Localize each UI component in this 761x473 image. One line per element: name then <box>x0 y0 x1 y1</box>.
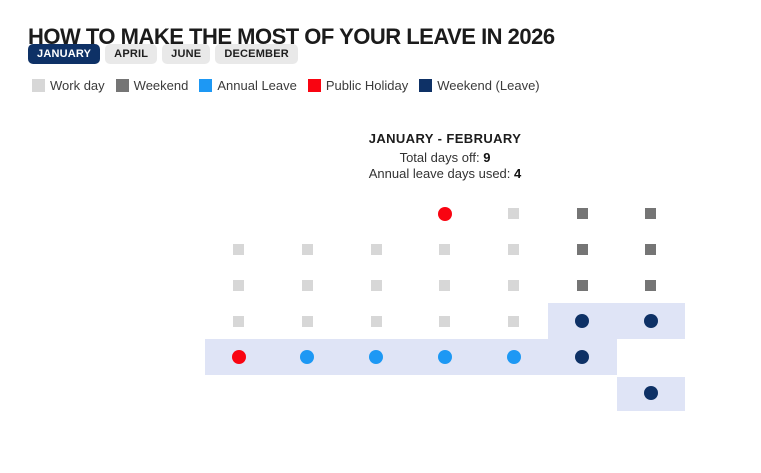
work-marker-icon <box>439 315 451 327</box>
legend-label: Annual Leave <box>217 78 297 93</box>
month-tabs: JANUARY APRIL JUNE DECEMBER <box>28 44 298 64</box>
calendar-day-public-holiday <box>205 339 274 375</box>
annual-leave-used: Annual leave days used: 4 <box>245 166 645 182</box>
period-summary: JANUARY - FEBRUARY Total days off: 9 Ann… <box>245 131 645 182</box>
calendar-day-work <box>273 268 342 304</box>
calendar-day-weekend-leave <box>617 303 686 339</box>
weekend-leave-swatch-icon <box>419 79 433 92</box>
calendar-day-work <box>342 303 411 339</box>
calendar-day-weekend <box>548 268 617 304</box>
legend-item-weekend: Weekend <box>115 78 189 93</box>
legend-label: Weekend <box>133 78 189 93</box>
total-days-off-value: 9 <box>483 150 491 165</box>
work-marker-icon <box>508 244 519 256</box>
total-days-off-label: Total days off: <box>399 150 480 165</box>
annual-leave-marker-icon <box>369 350 384 365</box>
work-marker-icon <box>301 279 313 291</box>
public-holiday-marker-icon <box>437 206 452 221</box>
calendar-day-work <box>479 232 548 268</box>
weekend-marker-icon <box>576 244 588 256</box>
calendar-day-annual-leave <box>273 339 342 375</box>
calendar-day-work <box>342 268 411 304</box>
calendar-day-weekend-leave <box>617 375 686 411</box>
weekend-marker-icon <box>645 244 657 256</box>
legend-label: Work day <box>50 78 105 93</box>
work-marker-icon <box>439 244 451 256</box>
weekend-marker-icon <box>576 279 588 291</box>
weekend-marker-icon <box>576 208 588 220</box>
weekend-leave-marker-icon <box>643 385 658 400</box>
tab-april[interactable]: APRIL <box>105 44 158 64</box>
calendar-day-weekend <box>548 232 617 268</box>
weekend-swatch-icon <box>115 79 129 92</box>
weekend-leave-marker-icon <box>643 314 658 329</box>
calendar-day-work <box>479 268 548 304</box>
work-marker-icon <box>233 279 245 291</box>
calendar-day-work <box>411 303 480 339</box>
calendar-day-work <box>411 268 480 304</box>
work-marker-icon <box>370 279 382 291</box>
calendar-day-weekend <box>548 196 617 232</box>
calendar-day-annual-leave <box>342 339 411 375</box>
legend-label: Public Holiday <box>325 78 409 93</box>
legend-item-public-holiday: Public Holiday <box>307 78 409 93</box>
public-holiday-marker-icon <box>231 350 246 365</box>
calendar-day-work <box>342 232 411 268</box>
calendar-day-work <box>273 303 342 339</box>
work-marker-icon <box>301 315 313 327</box>
period-range: JANUARY - FEBRUARY <box>368 131 522 146</box>
calendar-day-work <box>205 303 274 339</box>
work-marker-icon <box>439 279 451 291</box>
work-marker-icon <box>508 279 519 291</box>
public-holiday-swatch-icon <box>307 79 321 92</box>
annual-leave-used-value: 4 <box>514 166 522 181</box>
work-marker-icon <box>233 315 245 327</box>
annual-leave-marker-icon <box>437 350 452 365</box>
tab-june[interactable]: JUNE <box>162 44 211 64</box>
work-day-swatch-icon <box>32 79 45 92</box>
legend-item-annual-leave: Annual Leave <box>199 78 297 93</box>
annual-leave-marker-icon <box>300 350 315 365</box>
annual-leave-swatch-icon <box>199 79 213 92</box>
work-marker-icon <box>508 315 519 327</box>
weekend-leave-marker-icon <box>575 350 590 365</box>
calendar-day-weekend-leave <box>548 339 617 375</box>
calendar-day-work <box>205 232 274 268</box>
calendar-day-work <box>479 303 548 339</box>
calendar-day-work <box>479 196 548 232</box>
calendar-day-annual-leave <box>411 339 480 375</box>
calendar-day-weekend-leave <box>548 303 617 339</box>
calendar-day-annual-leave <box>479 339 548 375</box>
tab-january[interactable]: JANUARY <box>28 44 101 64</box>
work-marker-icon <box>370 244 382 256</box>
calendar-day-public-holiday <box>411 196 480 232</box>
streak-band <box>547 303 686 340</box>
total-days-off: Total days off: 9 <box>245 150 645 166</box>
streak-band <box>204 339 617 375</box>
tab-december[interactable]: DECEMBER <box>215 44 298 64</box>
legend: Work day Weekend Annual Leave Public Hol… <box>32 78 540 93</box>
weekend-leave-marker-icon <box>575 314 590 329</box>
calendar-day-work <box>273 232 342 268</box>
annual-leave-used-label: Annual leave days used: <box>368 166 511 181</box>
work-marker-icon <box>233 244 245 256</box>
legend-item-work-day: Work day <box>32 78 105 93</box>
annual-leave-marker-icon <box>506 350 521 365</box>
work-marker-icon <box>301 244 313 256</box>
legend-item-weekend-leave: Weekend (Leave) <box>419 78 540 93</box>
calendar-grid <box>204 196 686 411</box>
calendar-day-work <box>411 232 480 268</box>
work-marker-icon <box>508 208 519 220</box>
weekend-marker-icon <box>645 208 657 220</box>
calendar-day-weekend <box>617 196 686 232</box>
calendar-day-weekend <box>617 268 686 304</box>
legend-label: Weekend (Leave) <box>437 78 540 93</box>
weekend-marker-icon <box>645 279 657 291</box>
calendar-day-work <box>205 268 274 304</box>
calendar-day-weekend <box>617 232 686 268</box>
work-marker-icon <box>370 315 382 327</box>
